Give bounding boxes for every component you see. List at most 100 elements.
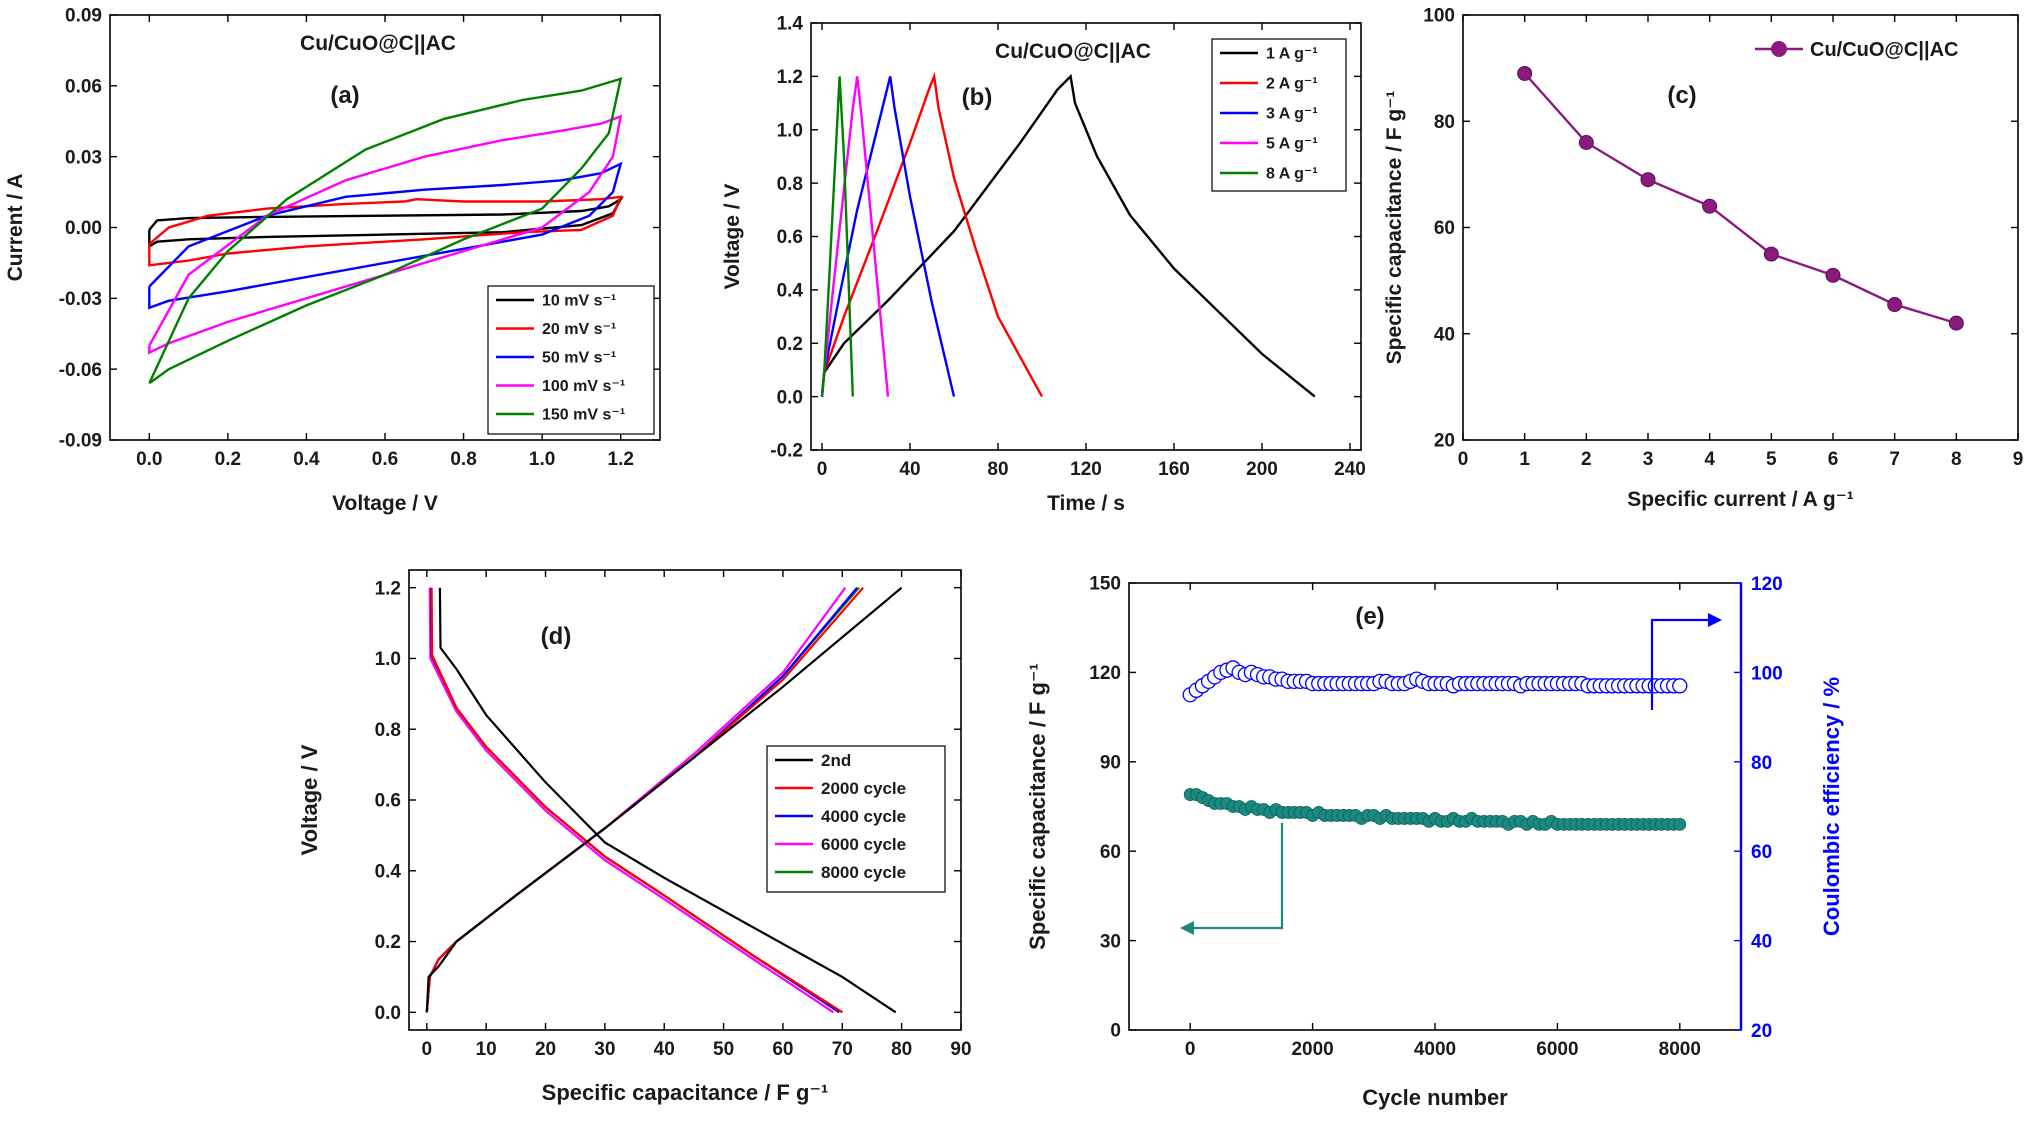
panel-a-cv-curves: 0.0 0.2 0.4 0.6 0.8 1.0 1.2 -0.09 -0.06 -0.03 0.00… xyxy=(4,6,661,515)
rate-point xyxy=(1763,246,1779,262)
x-tick-label: 0.6 xyxy=(372,449,398,470)
y-tick-label: 0.03 xyxy=(65,147,102,168)
panel-title: Cu/CuO@C||AC xyxy=(995,40,1151,63)
x-tick-label: 60 xyxy=(772,1039,793,1060)
y-tick-label: 1.0 xyxy=(375,649,401,670)
y-tick-label: 60 xyxy=(1100,842,1121,863)
y-tick-label: 40 xyxy=(1434,324,1455,345)
x-tick-label: 200 xyxy=(1246,459,1278,480)
y-tick-label: 0.00 xyxy=(65,218,102,239)
capacitance-point xyxy=(1673,817,1687,831)
cv-curve xyxy=(148,195,623,267)
y-tick-label: 1.0 xyxy=(777,120,803,141)
y-tick-label: -0.03 xyxy=(59,289,102,310)
y-tick-label: 0.2 xyxy=(375,932,401,953)
y-tick-label: 20 xyxy=(1434,431,1455,452)
legend-label: 4000 cycle xyxy=(821,807,906,826)
cv-curve xyxy=(148,77,623,385)
x-tick-label: 9 xyxy=(2013,449,2024,470)
right-tick-label: 80 xyxy=(1751,753,1772,774)
x-tick-label: 0 xyxy=(422,1039,433,1060)
legend-label: 2 A g⁻¹ xyxy=(1266,76,1318,93)
x-tick-label: 0.8 xyxy=(450,449,476,470)
efficiency-arrowhead xyxy=(1708,613,1722,627)
y-tick-label: 0.0 xyxy=(375,1003,401,1024)
x-tick-label: 1 xyxy=(1519,449,1530,470)
gcd-curve xyxy=(820,73,1316,398)
right-tick-label: 100 xyxy=(1751,663,1783,684)
x-tick-label: 90 xyxy=(950,1039,971,1060)
y-axis-label: Specific capacitance / F g⁻¹ xyxy=(1383,91,1406,365)
x-tick-label: 6000 xyxy=(1536,1039,1578,1060)
gcd-curve xyxy=(820,71,1044,398)
x-tick-label: 1.0 xyxy=(529,449,555,470)
legend-label: 20 mV s⁻¹ xyxy=(542,321,616,338)
y-tick-label: 0.6 xyxy=(777,227,803,248)
discharge-curve xyxy=(438,587,897,1014)
y-tick-label: 0.2 xyxy=(777,334,803,355)
legend-label: 50 mV s⁻¹ xyxy=(542,350,616,367)
rate-point xyxy=(1578,135,1594,150)
right-axis-label: Coulombic efficiency / % xyxy=(1819,677,1844,936)
panel-c-rate-capability: 0 1 2 3 4 5 6 7 8 9 20 40 60 80 100 Specific current / … xyxy=(1383,6,2023,511)
legend-label: 3 A g⁻¹ xyxy=(1266,106,1318,123)
rate-line xyxy=(1523,72,1957,325)
gcd-curve xyxy=(820,76,956,397)
legend-label: 2nd xyxy=(821,751,851,770)
y-tick-label: 100 xyxy=(1423,6,1455,27)
x-tick-label: 8 xyxy=(1951,449,1962,470)
panel-tag: (b) xyxy=(962,84,993,111)
y-tick-label: 1.2 xyxy=(777,67,803,88)
x-tick-label: 50 xyxy=(713,1039,734,1060)
y-tick-label: 1.4 xyxy=(777,14,804,35)
y-tick-label: 0 xyxy=(1110,1021,1121,1042)
panel-title: Cu/CuO@C||AC xyxy=(300,32,456,55)
y-axis-label: Specific capacitance / F g⁻¹ xyxy=(1025,663,1050,950)
x-tick-label: 10 xyxy=(476,1039,497,1060)
y-axis-label: Current / A xyxy=(4,174,27,282)
x-tick-label: 6 xyxy=(1828,449,1839,470)
gcd-curve xyxy=(820,76,854,397)
x-tick-label: 30 xyxy=(594,1039,615,1060)
x-tick-label: 4 xyxy=(1704,449,1715,470)
x-tick-label: 240 xyxy=(1334,459,1366,480)
discharge-curve xyxy=(428,587,835,1014)
legend-label: 6000 cycle xyxy=(821,835,906,854)
efficiency-point xyxy=(1672,678,1688,694)
right-tick-label: 40 xyxy=(1751,932,1772,953)
y-tick-label: 0.6 xyxy=(375,791,401,812)
panel-tag: (d) xyxy=(541,623,572,650)
y-tick-label: 1.2 xyxy=(375,578,401,599)
x-tick-label: 2 xyxy=(1581,449,1592,470)
legend-label: 8 A g⁻¹ xyxy=(1266,166,1318,183)
discharge-curve xyxy=(430,587,843,1014)
x-tick-label: 80 xyxy=(987,459,1008,480)
x-tick-label: 0.4 xyxy=(293,449,320,470)
x-axis-label: Specific current / A g⁻¹ xyxy=(1627,488,1854,511)
rate-point xyxy=(1640,172,1656,188)
panel-d-cycled-gcd: 0 10 20 30 40 50 60 70 80 90 0.0 0.2 0.4 0.6 0.8 1.0 1.2… xyxy=(297,569,972,1105)
y-tick-label: 80 xyxy=(1434,112,1455,133)
y-tick-label: 0.8 xyxy=(777,174,803,195)
legend-label: 100 mV s⁻¹ xyxy=(542,378,625,395)
y-tick-label: -0.09 xyxy=(59,431,102,452)
y-tick-label: 60 xyxy=(1434,218,1455,239)
x-tick-label: 80 xyxy=(891,1039,912,1060)
legend-label: Cu/CuO@C||AC xyxy=(1810,39,1958,61)
x-tick-label: 0 xyxy=(1185,1039,1196,1060)
capacitance-arrowhead xyxy=(1180,921,1194,935)
y-axis-label: Voltage / V xyxy=(297,744,322,855)
y-tick-label: 30 xyxy=(1100,931,1121,952)
x-tick-label: 0 xyxy=(817,459,828,480)
legend-label: 1 A g⁻¹ xyxy=(1266,46,1318,63)
x-tick-label: 70 xyxy=(832,1039,853,1060)
x-axis-label: Voltage / V xyxy=(332,492,438,515)
y-tick-label: 0.4 xyxy=(375,861,402,882)
legend-box xyxy=(1211,38,1347,192)
x-tick-label: 5 xyxy=(1766,449,1777,470)
rate-point xyxy=(1702,198,1718,214)
x-axis-label: Time / s xyxy=(1047,492,1125,515)
y-tick-label: 0.8 xyxy=(375,720,401,741)
x-tick-label: 40 xyxy=(654,1039,675,1060)
x-tick-label: 120 xyxy=(1070,459,1102,480)
